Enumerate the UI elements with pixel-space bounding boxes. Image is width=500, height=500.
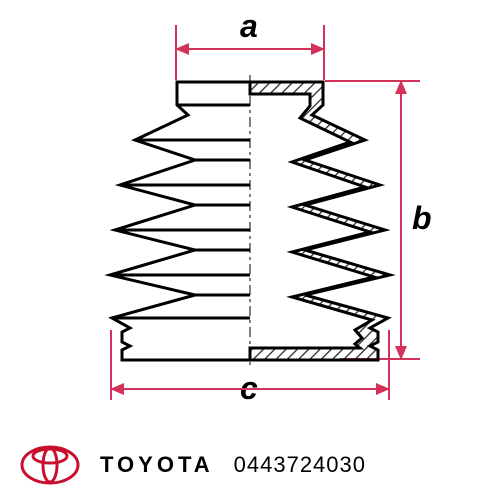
footer: TOYOTA 0443724030	[20, 445, 366, 485]
part-number-label: 0443724030	[234, 452, 366, 478]
bellows-svg	[60, 20, 440, 400]
toyota-logo-icon	[20, 445, 80, 485]
boot-diagram: a b c	[60, 20, 440, 400]
brand-label: TOYOTA	[100, 452, 214, 478]
